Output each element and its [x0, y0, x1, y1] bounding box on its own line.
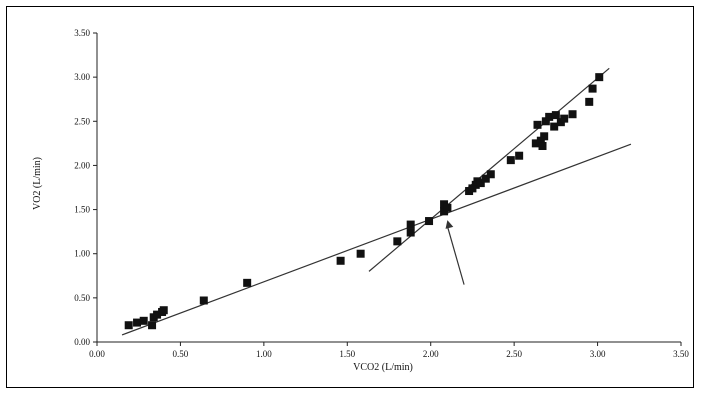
data-point: [476, 179, 485, 188]
annotation-arrow: [445, 220, 465, 285]
y-axis-label: VO2 (L/min): [32, 157, 43, 210]
data-point: [443, 203, 452, 212]
fit-lines: [121, 67, 632, 336]
tick-labels: 0.00 0.50 1.00 1.50 2.00 2.50 3.00 3.50 0.00 0.50…: [74, 28, 689, 359]
data-point: [159, 306, 168, 315]
y-tick-label: 0.00: [74, 337, 90, 347]
x-tick-label: 1.50: [339, 349, 355, 359]
data-point: [336, 256, 345, 265]
axes: [93, 32, 682, 346]
y-tick-label: 3.50: [74, 28, 90, 38]
y-tick-label: 2.50: [74, 116, 90, 126]
data-point: [243, 278, 252, 287]
data-point: [139, 316, 148, 325]
x-tick-label: 0.00: [89, 349, 105, 359]
data-point: [153, 310, 162, 319]
data-point: [124, 321, 133, 330]
data-point: [533, 120, 542, 129]
data-point: [541, 117, 550, 126]
data-point: [515, 151, 524, 160]
data-point: [406, 228, 415, 237]
data-point: [551, 111, 560, 120]
data-point: [133, 318, 142, 327]
y-tick-label: 1.50: [74, 205, 90, 215]
x-tick-label: 0.50: [173, 349, 189, 359]
arrow-head: [445, 220, 454, 229]
data-point: [560, 114, 569, 123]
data-point: [393, 237, 402, 246]
y-tick-label: 1.00: [74, 249, 90, 259]
data-point: [538, 142, 547, 151]
fit-line: [121, 143, 632, 336]
x-axis-label: VCO2 (L/min): [353, 362, 413, 373]
x-tick-label: 1.00: [256, 349, 272, 359]
x-tick-label: 3.00: [590, 349, 606, 359]
fit-line: [368, 67, 610, 272]
data-point: [585, 97, 594, 106]
data-point: [506, 156, 515, 165]
data-point: [486, 170, 495, 179]
y-tick-label: 0.50: [74, 293, 90, 303]
data-point: [595, 73, 604, 82]
x-tick-label: 2.50: [506, 349, 522, 359]
data-point: [148, 321, 157, 330]
data-point: [550, 122, 559, 131]
data-point: [545, 112, 554, 121]
data-point: [356, 249, 365, 258]
data-point: [588, 84, 597, 93]
x-tick-label: 3.50: [673, 349, 689, 359]
data-point: [531, 139, 540, 148]
data-point: [425, 217, 434, 226]
arrow-shaft: [446, 226, 465, 285]
data-point: [199, 296, 208, 305]
chart-frame: [6, 6, 694, 388]
data-points: [124, 73, 604, 330]
data-point: [540, 132, 549, 141]
data-point: [536, 136, 545, 145]
y-tick-label: 3.00: [74, 72, 90, 82]
data-point: [568, 110, 577, 119]
x-tick-label: 2.00: [423, 349, 439, 359]
y-tick-label: 2.00: [74, 160, 90, 170]
data-point: [406, 220, 415, 229]
data-point: [481, 174, 490, 183]
